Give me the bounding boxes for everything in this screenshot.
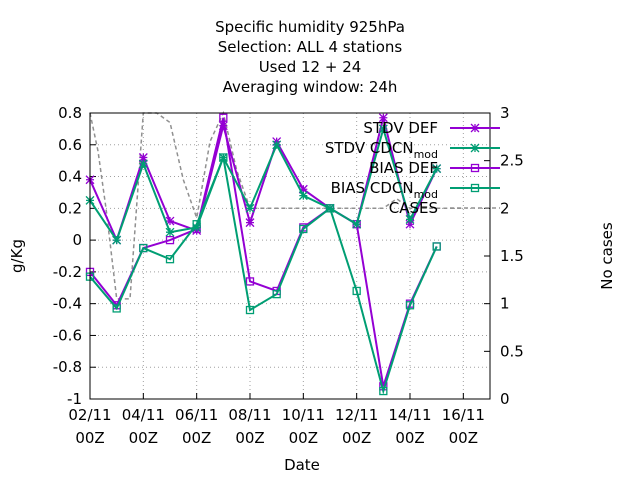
data-point — [219, 113, 228, 122]
x-tick-label: 16/11 — [442, 406, 485, 424]
data-point — [405, 214, 415, 224]
data-point — [299, 224, 308, 234]
data-point — [378, 113, 388, 123]
y2-tick-label: 0 — [500, 390, 510, 408]
y-tick-label: -1 — [67, 390, 82, 408]
data-point — [272, 140, 282, 150]
data-point — [192, 220, 201, 229]
y-tick-label: 0.2 — [58, 199, 82, 217]
data-point — [379, 386, 388, 396]
y2-tick-label: 1 — [500, 295, 510, 313]
data-point — [378, 124, 388, 134]
legend-swatch-marker — [470, 143, 480, 153]
x-tick-label: 14/11 — [388, 406, 431, 424]
data-point — [298, 191, 308, 201]
series-line — [89, 117, 438, 243]
legend-label: STDV CDCNmod — [325, 139, 438, 161]
data-point — [138, 153, 148, 162]
y-axis-label: g/Kg — [8, 239, 26, 273]
x-tick-label-time: 00Z — [75, 429, 104, 447]
legend-label: CASES — [389, 199, 438, 217]
data-point — [139, 243, 148, 253]
x-tick-label-time: 00Z — [395, 429, 424, 447]
legend-swatch-marker — [470, 123, 480, 133]
y2-tick-label: 3 — [500, 104, 510, 122]
title-line-1: Specific humidity 925hPa — [215, 18, 405, 36]
x-tick-label: 12/11 — [335, 406, 378, 424]
data-point — [165, 235, 175, 245]
data-point — [352, 286, 361, 296]
legend-swatch-marker — [470, 183, 480, 193]
y-tick-label: 0.4 — [58, 168, 82, 186]
x-tick-label: 08/11 — [228, 406, 271, 424]
data-point — [245, 305, 255, 315]
legend-swatch-marker — [470, 163, 480, 173]
data-point — [352, 219, 362, 229]
data-point — [165, 216, 175, 226]
data-point — [112, 235, 122, 245]
data-point — [112, 304, 121, 313]
y-tick-label: 0.6 — [58, 136, 82, 154]
x-tick-label-time: 00Z — [449, 429, 478, 447]
y-tick-label: 0.8 — [58, 104, 82, 122]
y2-tick-label: 0.5 — [500, 342, 524, 360]
series-line — [89, 153, 438, 395]
data-point — [432, 164, 442, 174]
y-tick-label: 0 — [72, 231, 82, 249]
y-tick-label: -0.2 — [53, 263, 82, 281]
series-line — [89, 117, 438, 387]
title-line-3: Used 12 + 24 — [259, 58, 362, 76]
y2-tick-label: 2 — [500, 199, 510, 217]
y-tick-label: -0.4 — [53, 295, 82, 313]
data-point — [245, 218, 255, 228]
chart-title: Specific humidity 925hPa Selection: ALL … — [215, 18, 405, 96]
series-line — [89, 125, 438, 243]
title-line-2: Selection: ALL 4 stations — [218, 38, 403, 56]
y-tick-label: -0.8 — [53, 358, 82, 376]
data-point — [298, 184, 308, 194]
legend-label-subscript: mod — [414, 188, 438, 201]
x-tick-label-time: 00Z — [289, 429, 318, 447]
data-point — [138, 159, 148, 169]
y-tick-label: -0.6 — [53, 326, 82, 344]
legend-label-subscript: mod — [414, 148, 438, 161]
x-tick-label-time: 00Z — [235, 429, 264, 447]
x-tick-label: 04/11 — [122, 406, 165, 424]
x-tick-label: 06/11 — [175, 406, 218, 424]
y2-tick-label: 2.5 — [500, 152, 524, 170]
data-point — [245, 203, 255, 213]
data-point — [218, 121, 228, 131]
data-point — [325, 204, 335, 213]
data-point — [272, 289, 281, 299]
data-point — [165, 227, 175, 237]
x-tick-label-time: 00Z — [342, 429, 371, 447]
data-point — [219, 153, 228, 162]
y2-axis-label: No cases — [598, 222, 616, 290]
x-tick-label-time: 00Z — [129, 429, 158, 447]
data-point — [165, 255, 175, 264]
plot-frame — [89, 112, 491, 400]
x-tick-label: 02/11 — [68, 406, 111, 424]
axis-ticks: 0.8 0.6 0.4 0.2 0 -0.2 -0.4 -0.6 -0.8 -1 3 2.5 2 1.5 1… — [53, 104, 524, 447]
x-tick-label-time: 00Z — [182, 429, 211, 447]
data-point — [245, 277, 255, 286]
y2-tick-label: 1.5 — [500, 247, 524, 265]
legend-label: BIAS CDCNmod — [331, 179, 438, 201]
data-point — [432, 242, 441, 251]
data-point — [405, 219, 415, 229]
title-line-4: Averaging window: 24h — [223, 78, 398, 96]
data-point — [405, 301, 415, 310]
x-axis-label: Date — [284, 456, 320, 474]
legend-label: STDV DEF — [363, 119, 438, 137]
x-tick-label: 10/11 — [282, 406, 325, 424]
legend-label: BIAS DEF — [369, 159, 438, 177]
